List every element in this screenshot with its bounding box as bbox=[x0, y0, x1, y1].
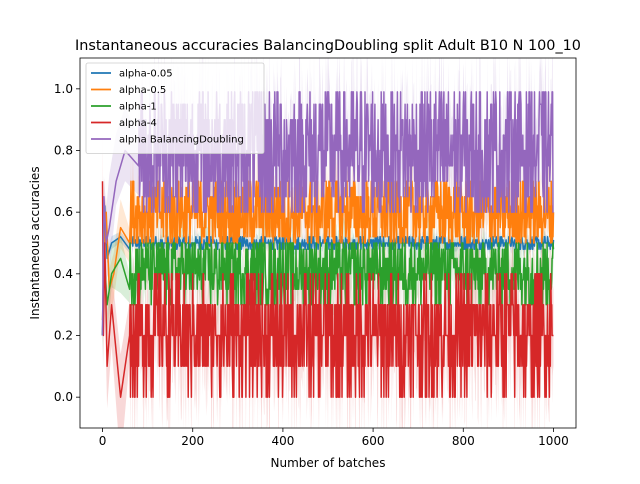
legend-box bbox=[85, 62, 265, 154]
y-tick-label: 0.8 bbox=[54, 144, 73, 158]
x-axis-ticks: 0 200 400 600 800 1000 bbox=[99, 428, 569, 448]
x-tick-label: 200 bbox=[181, 434, 204, 448]
x-tick-label: 0 bbox=[99, 434, 107, 448]
legend-label: alpha-0.5 bbox=[119, 85, 166, 96]
y-tick-label: 0.0 bbox=[54, 390, 73, 404]
legend: alpha-0.05 alpha-0.5 alpha-1 alpha-4 alpha B… bbox=[85, 62, 265, 154]
x-tick-label: 400 bbox=[271, 434, 294, 448]
legend-label: alpha-1 bbox=[119, 102, 157, 113]
x-tick-label: 1000 bbox=[538, 434, 569, 448]
x-axis-label: Number of batches bbox=[271, 456, 386, 470]
x-tick-label: 600 bbox=[362, 434, 385, 448]
chart-title: Instantaneous accuracies BalancingDoubli… bbox=[75, 38, 581, 54]
plot-frame bbox=[79, 57, 577, 429]
y-tick-label: 1.0 bbox=[54, 82, 73, 96]
y-tick-label: 0.2 bbox=[54, 329, 73, 343]
x-tick-label: 800 bbox=[452, 434, 475, 448]
band-alpha-4 bbox=[102, 127, 554, 428]
series-line-alpha-4 bbox=[101, 181, 554, 398]
y-tick-label: 0.6 bbox=[54, 205, 73, 219]
y-tick-label: 0.4 bbox=[54, 267, 73, 281]
legend-label: alpha-4 bbox=[119, 118, 157, 129]
legend-label: alpha BalancingDoubling bbox=[119, 135, 244, 146]
y-axis-label: Instantaneous accuracies bbox=[28, 166, 42, 319]
y-axis-ticks: 0.0 0.2 0.4 0.6 0.8 1.0 bbox=[54, 82, 80, 404]
series-line-alpha-1 bbox=[101, 242, 555, 336]
legend-label: alpha-0.05 bbox=[119, 69, 173, 80]
